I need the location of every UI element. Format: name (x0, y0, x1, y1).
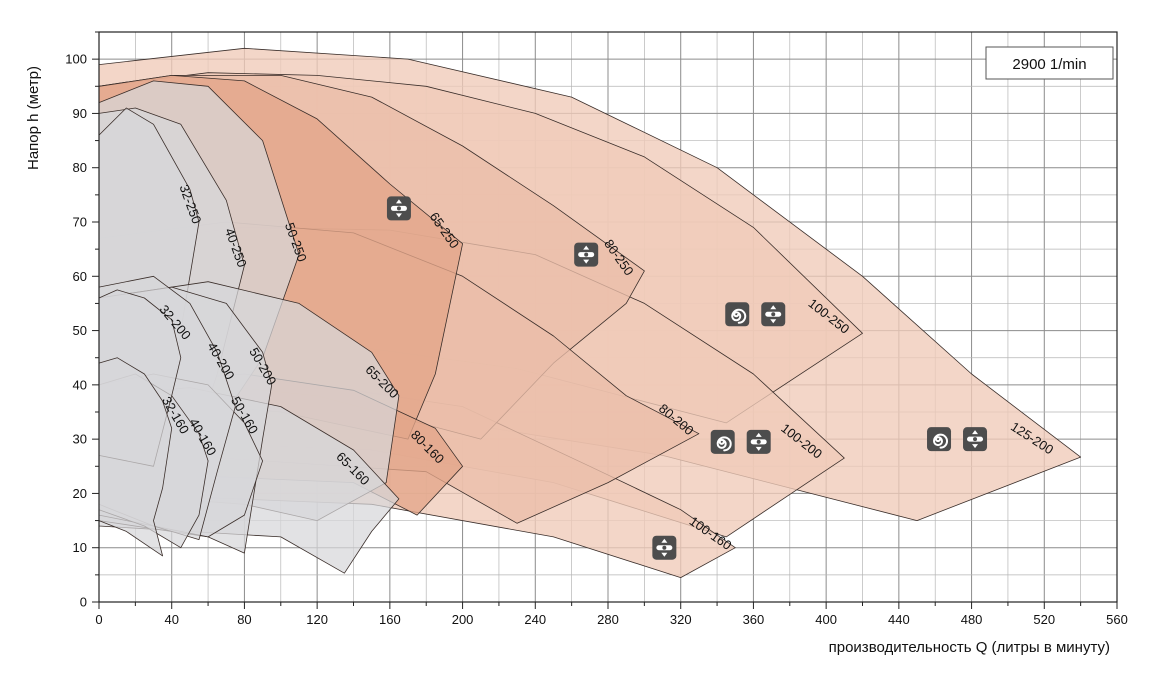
split-case-icon (652, 535, 677, 560)
x-tick-label: 40 (164, 612, 178, 627)
split-case-icon-arrow-up (583, 245, 590, 250)
x-tick-label: 200 (452, 612, 474, 627)
spiral-icon (725, 302, 750, 327)
split-case-icon-arrow-down (755, 446, 762, 451)
speed-label: 2900 1/min (1012, 56, 1086, 73)
split-case-icon-arrow-up (972, 430, 979, 435)
spiral-icon-glyph (716, 436, 732, 452)
speed-box-frame (985, 46, 1114, 80)
split-case-icon-hub (973, 437, 978, 442)
split-case-icon-hub (662, 545, 667, 550)
x-tick-label: 320 (670, 612, 692, 627)
y-tick-label: 40 (73, 377, 87, 392)
x-tick-label: 160 (379, 612, 401, 627)
split-case-icon-arrow-up (395, 199, 402, 204)
tick-labels: 0 40 80 120 160 200 240 280 320 360 400 440 480 520 56… (65, 52, 1128, 627)
split-case-icon (761, 302, 786, 327)
x-tick-label: 280 (597, 612, 619, 627)
spiral-icon-glyph (731, 308, 747, 324)
pump-regions (98, 47, 1081, 578)
x-tick-label: 440 (888, 612, 910, 627)
split-case-icon (574, 242, 599, 267)
pump-type-icons (386, 196, 988, 560)
x-tick-label: 480 (961, 612, 983, 627)
x-tick-label: 360 (743, 612, 765, 627)
y-axis-title: Напор h (метр) (25, 66, 42, 170)
split-case-icon-hub (584, 252, 589, 257)
y-tick-label: 60 (73, 269, 87, 284)
split-case-icon-arrow-down (972, 444, 979, 449)
split-case-icon (746, 429, 771, 454)
x-tick-label: 80 (237, 612, 251, 627)
speed-box: 2900 1/min (985, 46, 1114, 80)
y-tick-label: 50 (73, 323, 87, 338)
split-case-icon (963, 427, 988, 452)
split-case-icon-arrow-down (661, 552, 668, 557)
split-case-icon-arrow-down (770, 319, 777, 324)
x-tick-label: 400 (815, 612, 837, 627)
y-tick-label: 70 (73, 215, 87, 230)
split-case-icon-arrow-down (583, 259, 590, 264)
x-tick-label: 120 (306, 612, 328, 627)
split-case-icon-arrow-up (755, 432, 762, 437)
split-case-icon-hub (396, 206, 401, 211)
spiral-icon (710, 429, 735, 454)
split-case-icon-arrow-up (770, 305, 777, 310)
y-tick-label: 100 (65, 52, 87, 67)
y-tick-label: 30 (73, 432, 87, 447)
region-32-160 (98, 357, 173, 557)
split-case-icon-arrow-down (395, 213, 402, 218)
spiral-icon-glyph (933, 433, 949, 449)
split-case-icon-hub (771, 312, 776, 317)
y-tick-label: 10 (73, 540, 87, 555)
split-case-icon-arrow-up (661, 538, 668, 543)
y-tick-label: 0 (80, 595, 87, 610)
x-tick-label: 560 (1106, 612, 1128, 627)
y-tick-label: 90 (73, 106, 87, 121)
axes (92, 31, 1118, 609)
x-axis-title: производительность Q (литры в минуту) (829, 639, 1110, 656)
split-case-icon (386, 196, 411, 221)
x-tick-label: 520 (1033, 612, 1055, 627)
spiral-icon (927, 427, 952, 452)
x-tick-label: 0 (95, 612, 102, 627)
split-case-icon-hub (756, 439, 761, 444)
y-tick-label: 20 (73, 486, 87, 501)
y-tick-label: 80 (73, 160, 87, 175)
x-tick-label: 240 (524, 612, 546, 627)
